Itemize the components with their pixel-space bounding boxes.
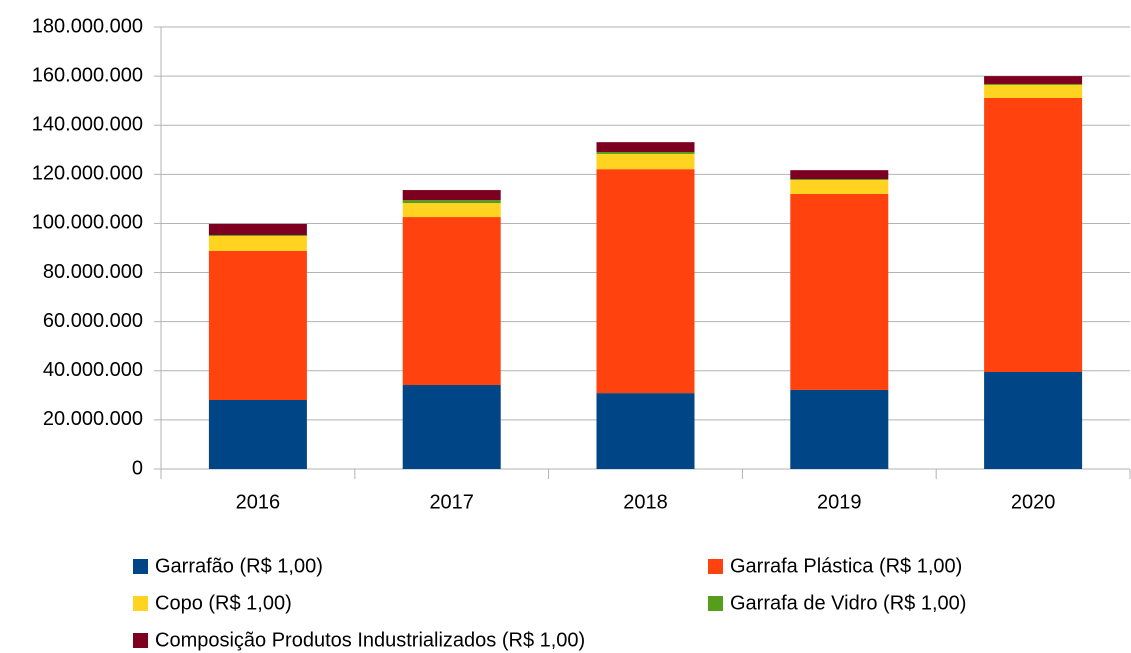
bar-segment xyxy=(208,234,307,236)
bar-segment xyxy=(208,250,307,400)
y-tick-label: 160.000.000 xyxy=(32,64,143,86)
bar-segment xyxy=(402,190,501,201)
bar-segment xyxy=(402,200,501,204)
bar-segment xyxy=(790,193,889,390)
y-tick-label: 0 xyxy=(132,457,143,479)
bar-segment xyxy=(208,235,307,251)
bar-segment xyxy=(790,389,889,469)
legend-swatch xyxy=(133,559,148,574)
bar-segment xyxy=(402,217,501,386)
x-tick-label: 2018 xyxy=(623,491,668,513)
bar-segment xyxy=(402,385,501,469)
bar-segment xyxy=(596,393,695,469)
bar-segment xyxy=(790,170,889,179)
x-tick-label: 2017 xyxy=(429,491,474,513)
legend-swatch xyxy=(133,596,148,611)
bar-segment xyxy=(790,179,889,194)
y-tick-label: 20.000.000 xyxy=(43,408,143,430)
legend-label: Composição Produtos Industrializados (R$… xyxy=(155,629,585,651)
y-tick-label: 120.000.000 xyxy=(32,163,143,185)
x-tick-label: 2020 xyxy=(1011,491,1056,513)
legend-label: Copo (R$ 1,00) xyxy=(155,592,292,614)
bar-segment xyxy=(596,153,695,170)
bar-segment xyxy=(208,223,307,235)
bar-segment xyxy=(596,169,695,394)
x-tick-label: 2019 xyxy=(817,491,862,513)
y-tick-label: 80.000.000 xyxy=(43,261,143,283)
bar-segment xyxy=(984,84,1083,98)
legend-swatch xyxy=(708,596,723,611)
bar-segment xyxy=(596,142,695,152)
legend-swatch xyxy=(708,559,723,574)
bar-segment xyxy=(984,83,1083,85)
legend-label: Garrafa de Vidro (R$ 1,00) xyxy=(730,592,966,614)
bar-segment xyxy=(402,203,501,218)
bar-segment xyxy=(790,178,889,180)
bar-segment xyxy=(984,76,1083,84)
y-tick-label: 100.000.000 xyxy=(32,212,143,234)
x-tick-label: 2016 xyxy=(236,491,281,513)
legend-swatch xyxy=(133,633,148,648)
y-tick-label: 40.000.000 xyxy=(43,359,143,381)
bar-segment xyxy=(596,151,695,154)
legend-label: Garrafa Plástica (R$ 1,00) xyxy=(730,555,962,577)
y-tick-label: 140.000.000 xyxy=(32,114,143,136)
bar-segment xyxy=(208,399,307,469)
y-tick-label: 60.000.000 xyxy=(43,310,143,332)
bar-segment xyxy=(984,372,1083,469)
legend-label: Garrafão (R$ 1,00) xyxy=(155,555,323,577)
bar-segment xyxy=(984,97,1083,373)
y-tick-label: 180.000.000 xyxy=(32,15,143,37)
